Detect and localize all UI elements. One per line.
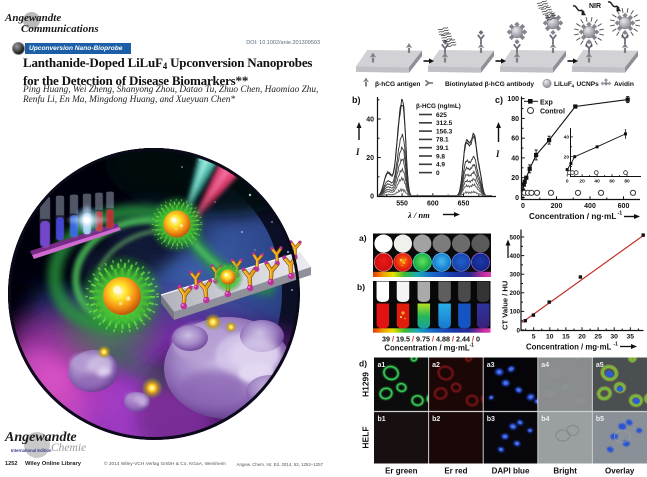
svg-text:10: 10 [546, 334, 554, 341]
svg-text:0: 0 [516, 327, 520, 334]
svg-text:b3: b3 [487, 416, 495, 423]
svg-text:HELF: HELF [361, 426, 371, 448]
svg-text:20: 20 [511, 175, 519, 182]
svg-text:Control: Control [540, 109, 565, 116]
svg-text:a): a) [359, 233, 367, 243]
svg-text:CT Value / HU: CT Value / HU [501, 280, 510, 330]
svg-text:Biotinylated β-hCG antibody: Biotinylated β-hCG antibody [445, 81, 534, 88]
svg-text:Exp: Exp [540, 100, 553, 107]
svg-text:Concentration / mg·mL: Concentration / mg·mL [526, 343, 612, 352]
svg-text:b1: b1 [378, 416, 386, 423]
svg-text:4: 4 [572, 84, 575, 89]
svg-text:-1: -1 [614, 342, 619, 348]
svg-text:35: 35 [627, 334, 635, 341]
svg-text:d): d) [359, 359, 367, 369]
svg-text:40: 40 [564, 135, 570, 141]
svg-text:9.8: 9.8 [436, 153, 445, 160]
svg-text:I: I [495, 149, 500, 159]
svg-text:Avidin: Avidin [614, 81, 634, 88]
svg-text:80: 80 [624, 179, 630, 185]
svg-text:78.1: 78.1 [436, 137, 449, 144]
svg-text:b): b) [352, 95, 361, 105]
svg-text:LiLuF: LiLuF [554, 81, 572, 88]
svg-text:4.9: 4.9 [436, 162, 445, 169]
svg-text:0: 0 [566, 179, 569, 185]
svg-text:β-hCG antigen: β-hCG antigen [375, 81, 420, 88]
svg-text:NIR: NIR [589, 3, 601, 10]
svg-text:-1: -1 [470, 343, 475, 349]
svg-text:Bright: Bright [553, 467, 577, 476]
svg-text:Er red: Er red [444, 467, 467, 476]
svg-text:60: 60 [609, 179, 615, 185]
svg-text:0: 0 [370, 193, 374, 200]
svg-text:39 / 19.5 / 9.75 / 4.88 / 2.44: 39 / 19.5 / 9.75 / 4.88 / 2.44 / 0 [382, 335, 480, 344]
svg-text:40: 40 [366, 116, 374, 123]
svg-text:40: 40 [594, 179, 600, 185]
svg-text:β-HCG (ng/mL): β-HCG (ng/mL) [416, 103, 461, 110]
svg-text:100: 100 [507, 96, 519, 103]
svg-text:39.1: 39.1 [436, 145, 449, 152]
svg-text:λ / nm: λ / nm [407, 210, 430, 220]
svg-text:Concentration / ng·mL: Concentration / ng·mL [529, 212, 616, 221]
svg-text:DAPI blue: DAPI blue [492, 467, 530, 476]
svg-text:a5: a5 [596, 362, 604, 369]
svg-text:80: 80 [511, 116, 519, 123]
svg-text:0: 0 [521, 203, 525, 210]
svg-text:Overlay: Overlay [605, 467, 635, 476]
svg-text:100: 100 [509, 309, 520, 316]
svg-text:20: 20 [564, 155, 570, 161]
svg-text:625: 625 [436, 112, 447, 119]
svg-text:20: 20 [366, 155, 374, 162]
svg-text:5: 5 [532, 334, 536, 341]
svg-text:500: 500 [509, 234, 520, 241]
svg-text:312.5: 312.5 [436, 120, 453, 127]
svg-text:550: 550 [396, 201, 408, 208]
svg-text:a4: a4 [541, 362, 549, 369]
svg-text:400: 400 [584, 203, 596, 210]
svg-text:200: 200 [551, 203, 563, 210]
svg-text:25: 25 [594, 334, 602, 341]
svg-text:20: 20 [579, 179, 585, 185]
svg-text:I: I [355, 147, 360, 157]
svg-text:c): c) [495, 95, 503, 105]
svg-text:40: 40 [511, 155, 519, 162]
svg-text:b2: b2 [432, 416, 440, 423]
svg-text:a1: a1 [378, 362, 386, 369]
svg-text:0: 0 [436, 170, 440, 177]
svg-text:60: 60 [511, 136, 519, 143]
svg-text:156.3: 156.3 [436, 128, 453, 135]
svg-text:-1: -1 [618, 211, 623, 217]
svg-text:Concentration / mg·mL: Concentration / mg·mL [384, 344, 470, 353]
svg-text:600: 600 [618, 203, 630, 210]
svg-text:a3: a3 [487, 362, 495, 369]
svg-text:H1299: H1299 [361, 372, 371, 397]
svg-text:300: 300 [509, 272, 520, 279]
svg-text:650: 650 [458, 201, 470, 208]
svg-text:Er green: Er green [385, 467, 418, 476]
svg-text:0: 0 [515, 195, 519, 202]
svg-text:15: 15 [562, 334, 570, 341]
svg-text:b5: b5 [596, 416, 604, 423]
svg-text:b): b) [357, 282, 365, 292]
svg-text:UCNPs: UCNPs [577, 81, 600, 88]
svg-text:20: 20 [578, 334, 586, 341]
svg-text:600: 600 [427, 201, 439, 208]
svg-text:b4: b4 [541, 416, 549, 423]
svg-text:a2: a2 [432, 362, 440, 369]
svg-text:30: 30 [610, 334, 618, 341]
svg-text:200: 200 [509, 290, 520, 297]
svg-text:400: 400 [509, 253, 520, 260]
